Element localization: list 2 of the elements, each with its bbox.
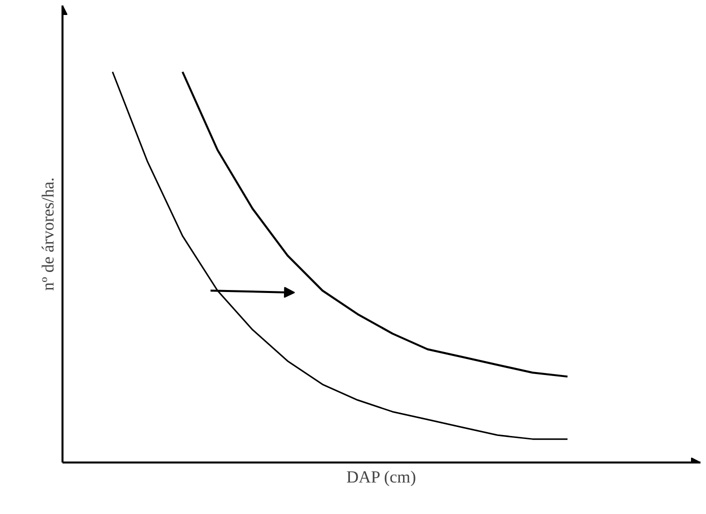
x-axis-title: DAP (cm) [346,468,416,486]
y-axis-title: nº de árvores/ha. [38,177,58,291]
